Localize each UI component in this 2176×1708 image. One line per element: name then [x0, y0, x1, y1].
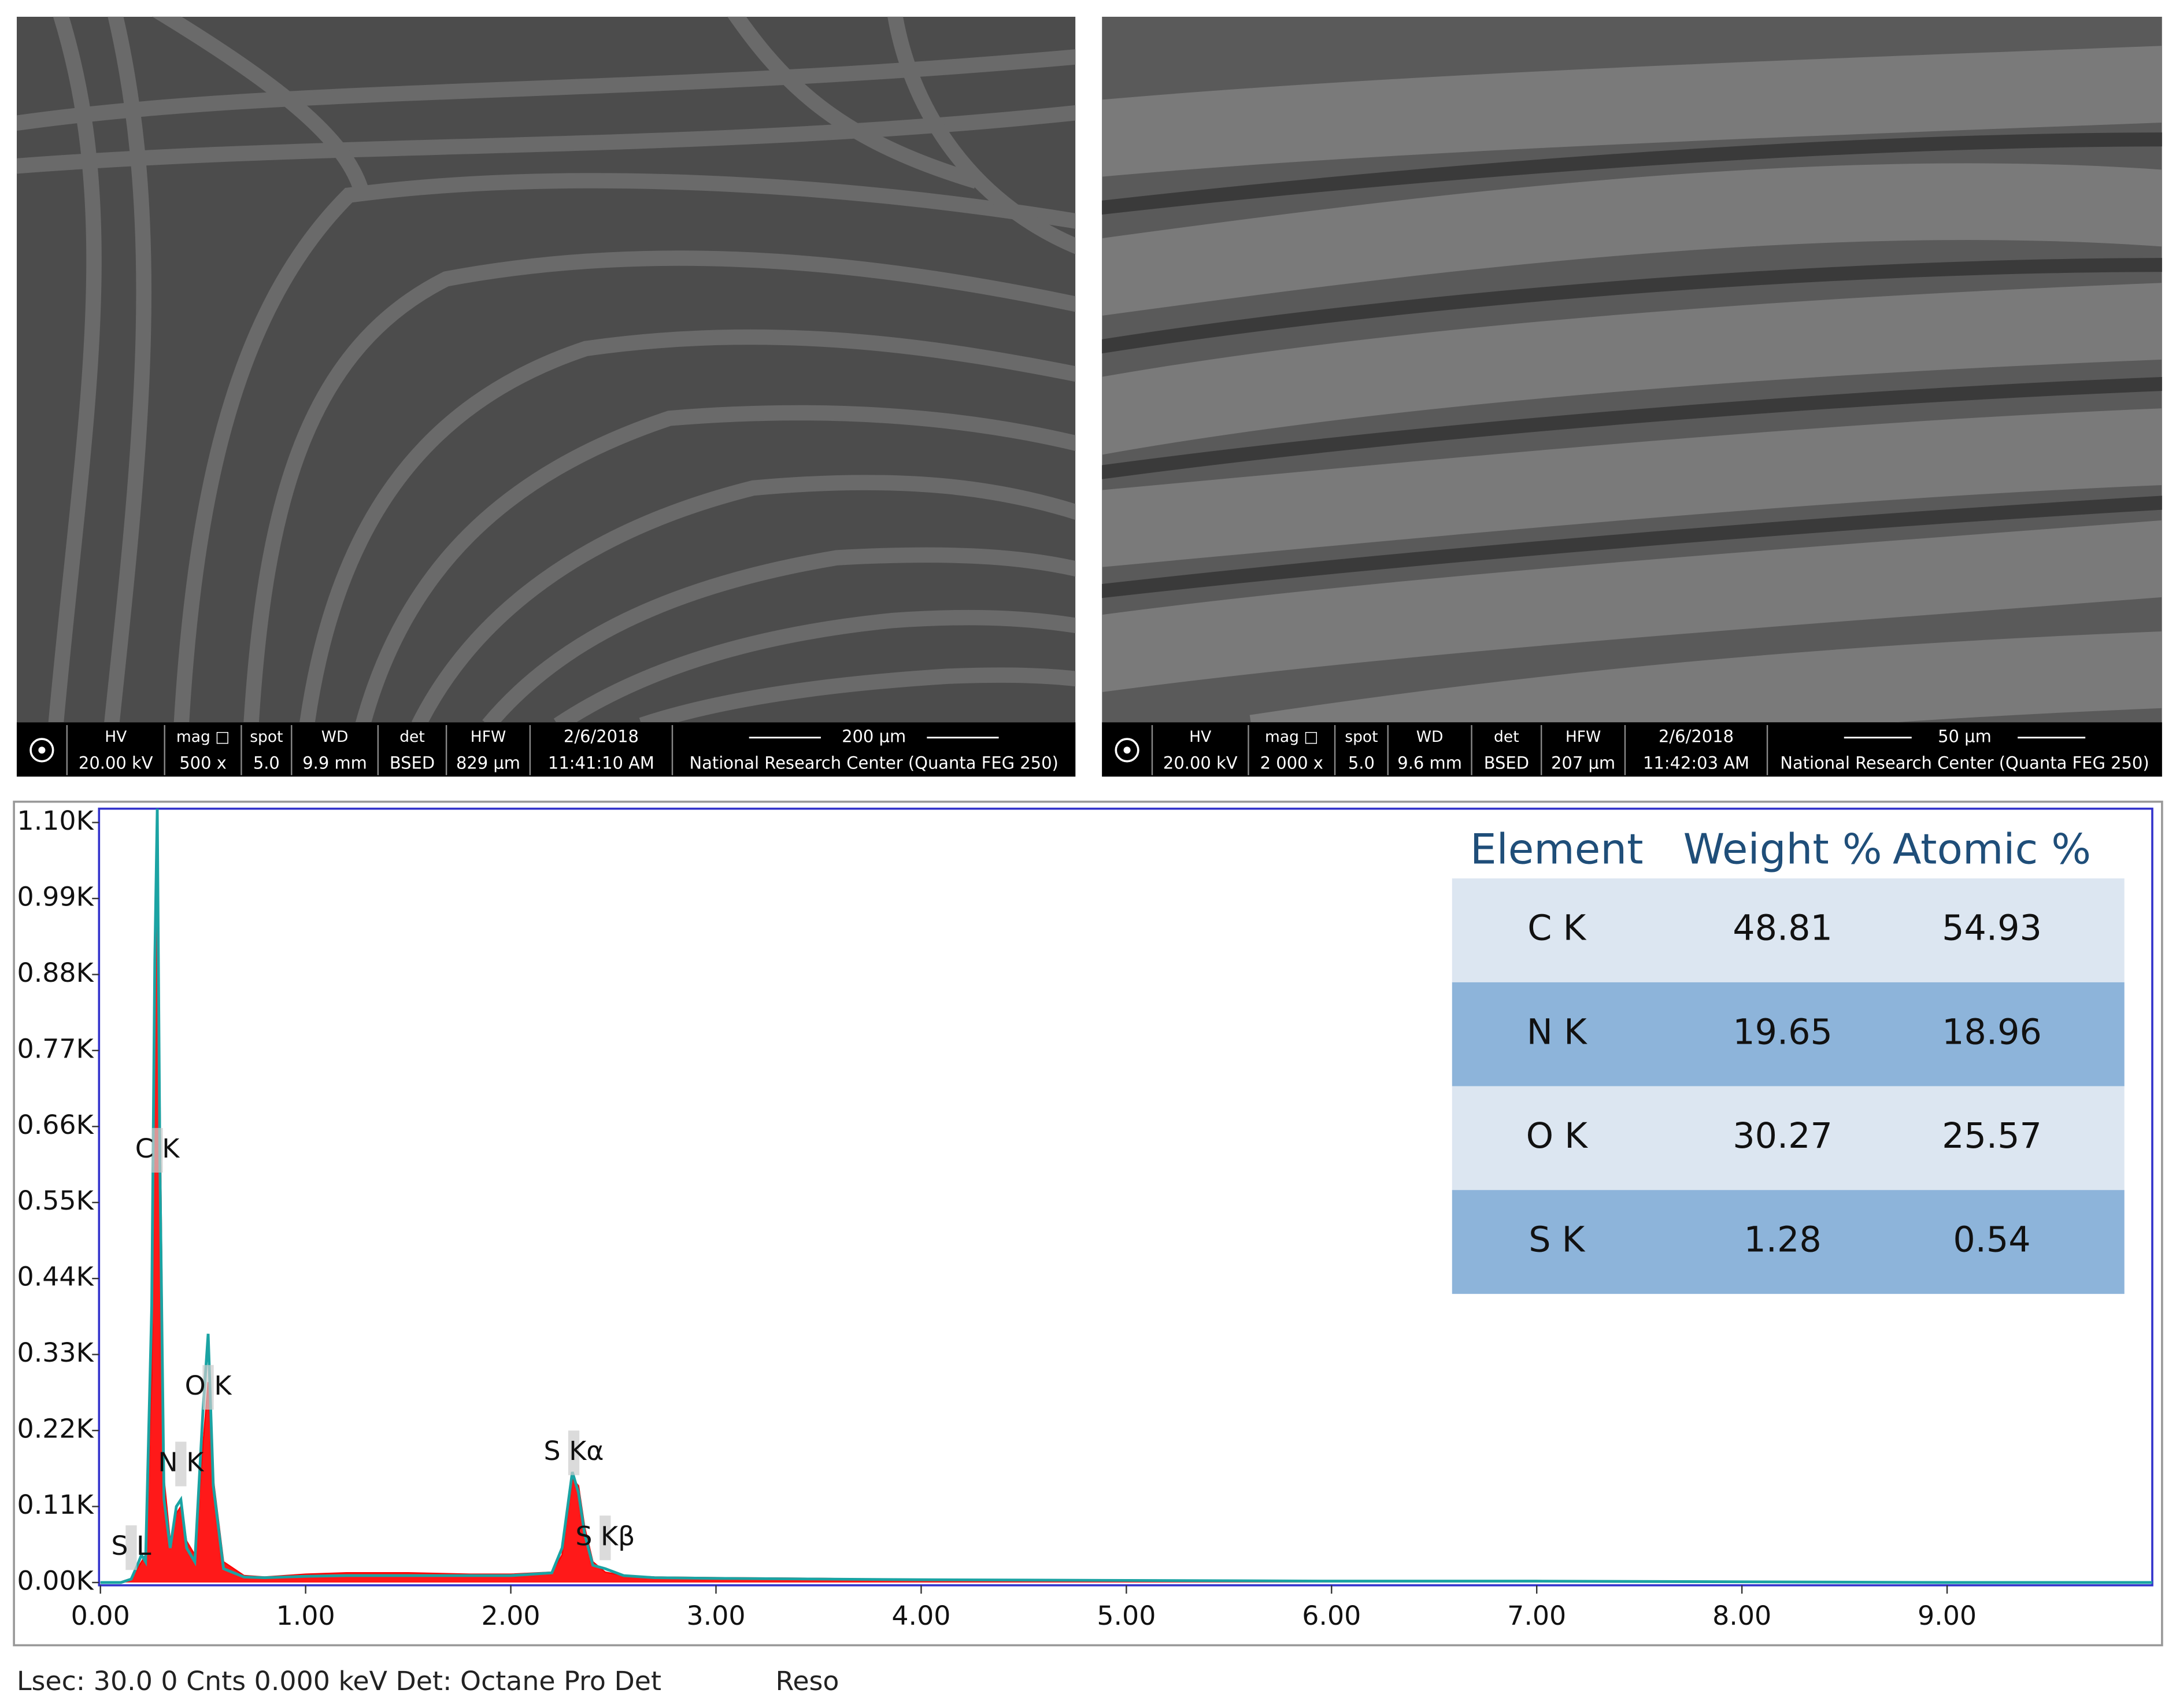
scale-bar-label: 50 μm	[1938, 727, 1992, 746]
sem-image-left	[16, 16, 1076, 723]
info-label: 2/6/2018	[564, 727, 639, 746]
info-value: 9.6 mm	[1397, 753, 1462, 772]
info-label: HV	[1189, 728, 1211, 746]
sem-image-right	[1102, 16, 2162, 723]
info-label: mag □	[176, 728, 230, 746]
logo	[29, 738, 54, 763]
x-tick-label: 3.00	[686, 1600, 745, 1631]
x-tick-label: 5.00	[1097, 1600, 1156, 1631]
table-header: Weight %	[1683, 825, 1882, 874]
table-cell: S K	[1529, 1220, 1585, 1260]
info-value: 20.00 kV	[79, 753, 153, 772]
table-cell: 18.96	[1942, 1012, 2042, 1052]
info-value: BSED	[390, 753, 435, 772]
table-cell: 48.81	[1733, 908, 1833, 949]
table-cell: 19.65	[1733, 1012, 1833, 1052]
info-value: 500 x	[179, 753, 227, 772]
info-label: HV	[105, 728, 127, 746]
y-tick-label: 0.22K	[17, 1413, 95, 1444]
table-row	[1452, 1190, 2125, 1294]
y-tick-label: 0.33K	[17, 1337, 95, 1368]
x-tick-label: 0.00	[71, 1600, 130, 1631]
table-row	[1452, 878, 2125, 982]
table-row	[1452, 1086, 2125, 1191]
info-label: 2/6/2018	[1659, 727, 1734, 746]
table-header: Atomic %	[1893, 825, 2091, 874]
table-cell: C K	[1527, 908, 1586, 949]
info-label: spot	[1345, 728, 1378, 746]
table-cell: 0.54	[1953, 1220, 2030, 1260]
info-value: 11:41:10 AM	[548, 753, 654, 772]
scale-bar-label: 200 μm	[842, 727, 906, 746]
table-header: Element	[1470, 825, 1644, 874]
y-tick-label: 1.10K	[17, 805, 95, 836]
footer-status: Lsec: 30.0 0 Cnts 0.000 keV Det: Octane …	[17, 1665, 661, 1696]
y-tick-label: 0.44K	[17, 1261, 95, 1292]
info-value: National Research Center (Quanta FEG 250…	[1780, 753, 2149, 772]
info-value: 9.9 mm	[302, 753, 367, 772]
peak-marker	[599, 1515, 611, 1561]
info-bar	[1102, 722, 2162, 777]
info-value: 2 000 x	[1260, 753, 1323, 772]
peak-marker	[175, 1441, 187, 1487]
logo	[1115, 738, 1139, 763]
y-tick-label: 0.99K	[17, 881, 95, 912]
info-label: HFW	[1566, 728, 1601, 746]
peak-label: S L	[111, 1530, 151, 1561]
y-tick-label: 0.55K	[17, 1185, 95, 1216]
x-tick-label: 9.00	[1918, 1600, 1977, 1631]
y-tick-label: 0.00K	[17, 1565, 95, 1596]
info-label: det	[1494, 728, 1519, 746]
table-row	[1452, 982, 2125, 1086]
peak-marker	[151, 1127, 163, 1173]
peak-label: S Kα	[544, 1435, 604, 1466]
peak-label: O K	[185, 1370, 233, 1401]
info-value: National Research Center (Quanta FEG 250…	[689, 753, 1058, 772]
info-value: BSED	[1484, 753, 1529, 772]
info-label: HFW	[471, 728, 506, 746]
peak-label: C K	[135, 1133, 181, 1164]
plot-content	[100, 808, 2152, 1584]
info-value: 829 μm	[456, 753, 520, 772]
table-cell: O K	[1526, 1116, 1589, 1156]
fit-line	[100, 808, 2152, 1584]
logo	[1123, 746, 1131, 754]
table-cell: N K	[1527, 1012, 1587, 1052]
table-cell: 30.27	[1733, 1116, 1833, 1156]
x-tick-label: 6.00	[1302, 1600, 1361, 1631]
info-value: 207 μm	[1551, 753, 1615, 772]
peak-marker	[202, 1365, 214, 1410]
x-tick-label: 7.00	[1507, 1600, 1566, 1631]
logo	[38, 746, 46, 754]
info-label: mag □	[1265, 728, 1318, 746]
y-tick-label: 0.88K	[17, 957, 95, 988]
info-label: WD	[321, 728, 349, 746]
x-tick-label: 4.00	[891, 1600, 950, 1631]
peak-label: S Kβ	[575, 1520, 635, 1551]
y-tick-label: 0.77K	[17, 1033, 95, 1064]
x-tick-label: 8.00	[1712, 1600, 1771, 1631]
x-tick-label: 2.00	[482, 1600, 541, 1631]
info-value: 5.0	[253, 753, 280, 772]
info-label: det	[399, 728, 425, 746]
x-tick-label: 1.00	[276, 1600, 335, 1631]
peak-label: N K	[158, 1447, 205, 1478]
info-bar	[16, 722, 1076, 777]
table-cell: 54.93	[1942, 908, 2042, 949]
info-value: 11:42:03 AM	[1643, 753, 1749, 772]
y-tick-label: 0.66K	[17, 1109, 95, 1140]
info-label: WD	[1416, 728, 1444, 746]
info-value: 5.0	[1348, 753, 1375, 772]
peak-marker	[568, 1430, 580, 1476]
info-value: 20.00 kV	[1163, 753, 1238, 772]
table-cell: 25.57	[1942, 1116, 2042, 1156]
y-tick-label: 0.11K	[17, 1489, 95, 1520]
info-label: spot	[250, 728, 283, 746]
table-cell: 1.28	[1744, 1220, 1821, 1260]
peak-marker	[125, 1525, 137, 1570]
footer-reso: Reso	[776, 1665, 839, 1696]
